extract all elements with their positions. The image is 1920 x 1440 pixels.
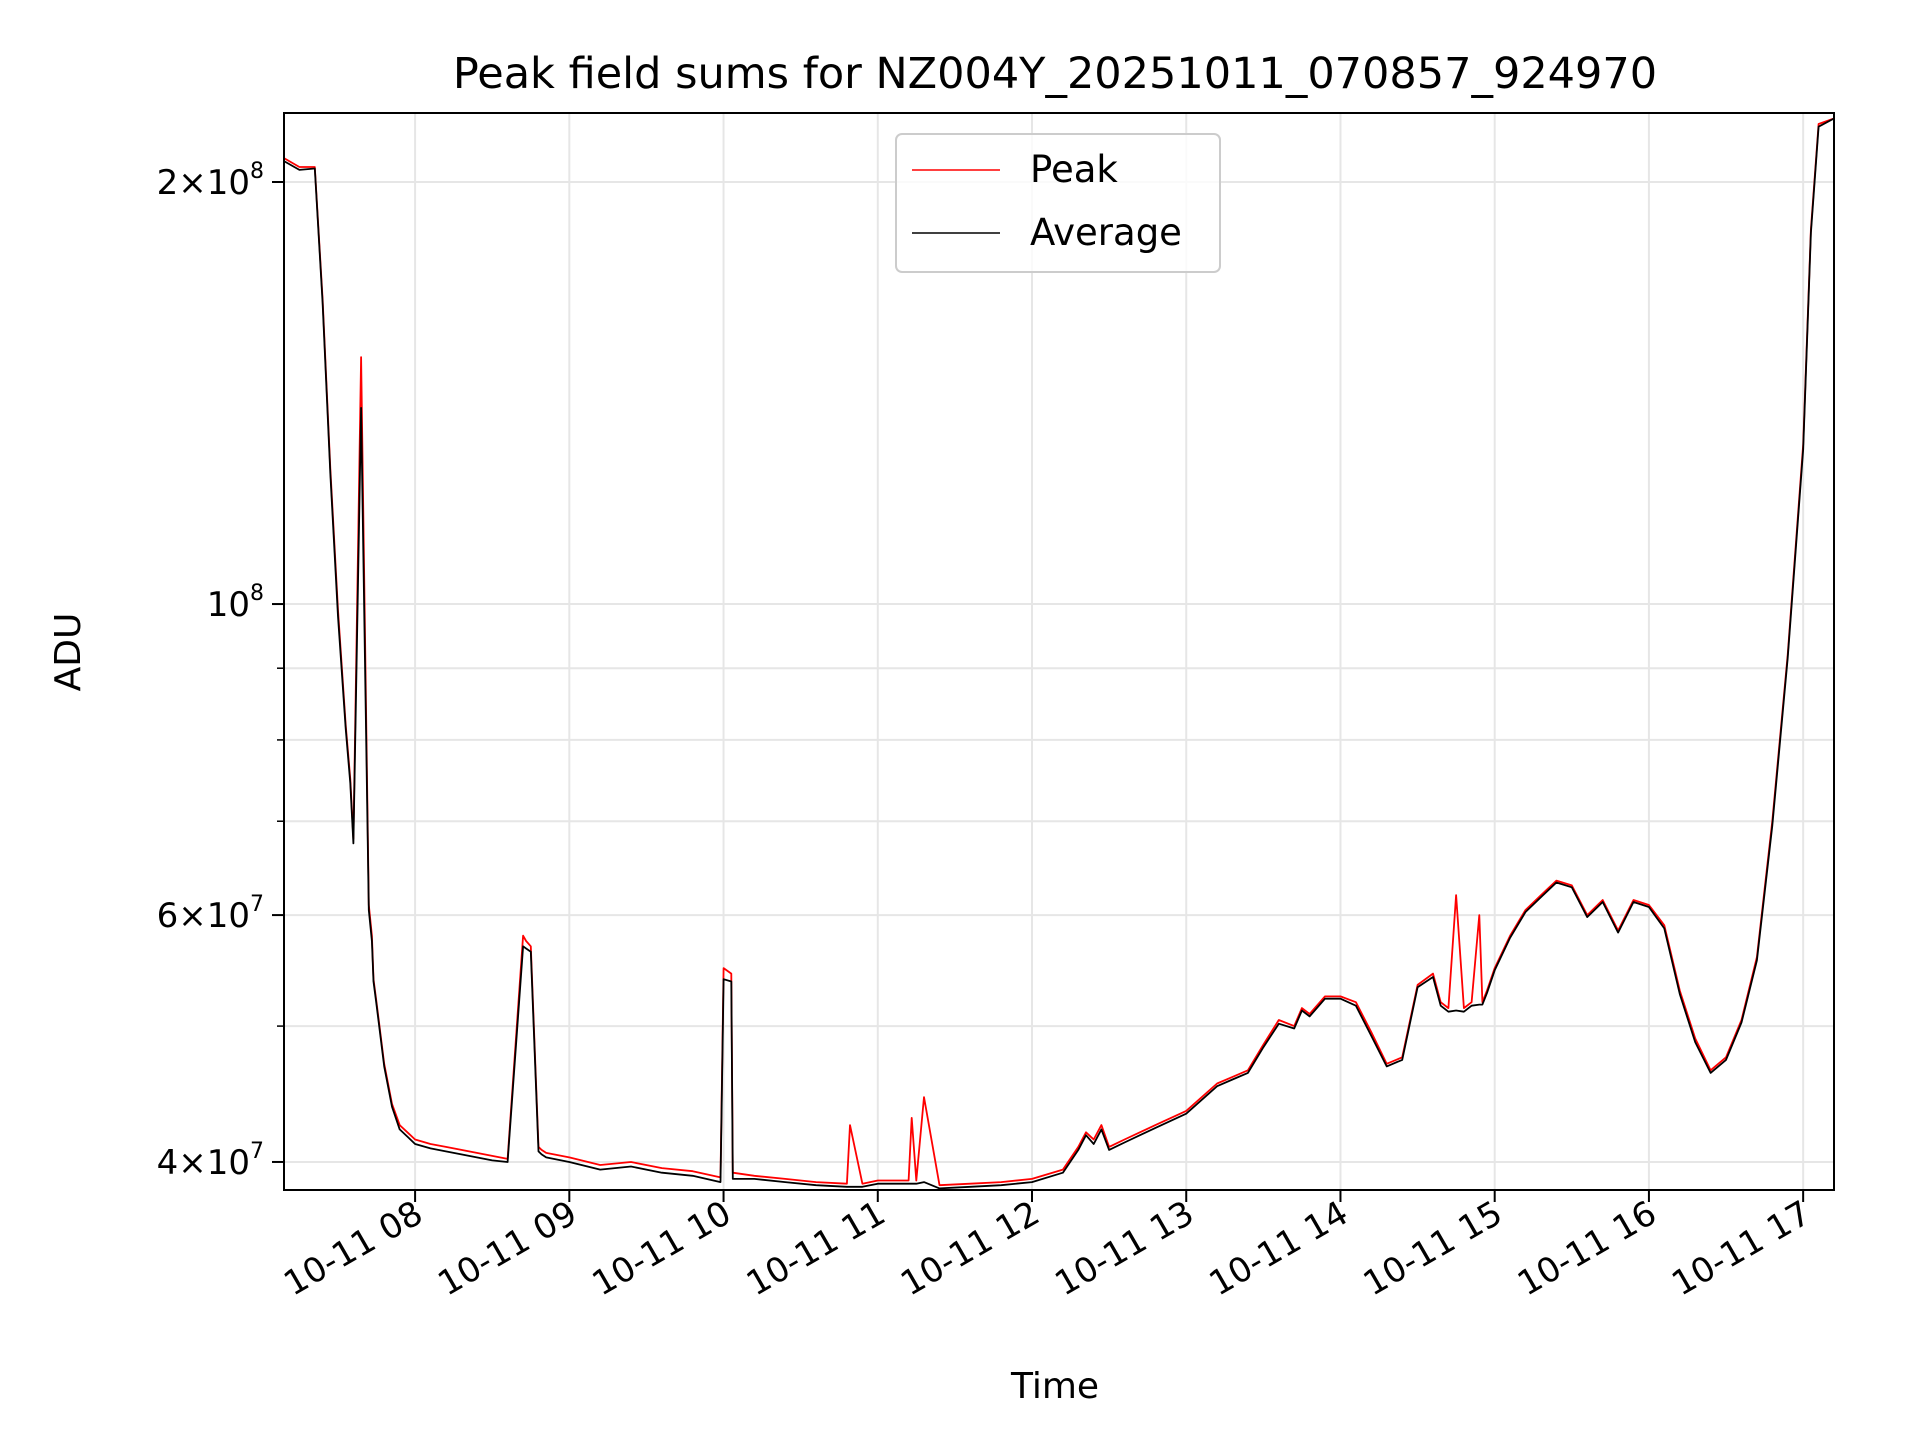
legend-box xyxy=(895,133,1221,273)
plot-frame xyxy=(283,112,1835,1191)
series-line-peak xyxy=(283,117,1835,1187)
y-tick-exponent: 8 xyxy=(250,581,264,606)
y-tick-exponent: 7 xyxy=(250,892,264,917)
y-tick-base: 2×10 xyxy=(157,163,250,203)
y-tick-label: 4×1074 xyxy=(157,1139,264,1183)
x-axis-label: Time xyxy=(1010,1366,1099,1407)
series-line-average xyxy=(283,117,1835,1190)
grid-lines xyxy=(284,113,1834,1190)
chart-title: Peak field sums for NZ004Y_20251011_0708… xyxy=(453,49,1657,99)
y-tick-base: 4×10 xyxy=(157,1143,250,1183)
y-axis-label: ADU xyxy=(48,613,89,692)
legend-label-average: Average xyxy=(1030,211,1182,254)
legend: Peak Average xyxy=(895,133,1221,273)
y-tick-base: 6×10 xyxy=(157,896,250,936)
y-tick-base: 10 xyxy=(207,585,250,625)
plot-area xyxy=(283,117,1835,1190)
y-tick-exponent: 7 xyxy=(250,1139,264,1164)
y-tick-exponent: 8 xyxy=(250,159,264,184)
y-tick-label: 108 xyxy=(207,581,264,625)
legend-label-peak: Peak xyxy=(1030,148,1118,191)
